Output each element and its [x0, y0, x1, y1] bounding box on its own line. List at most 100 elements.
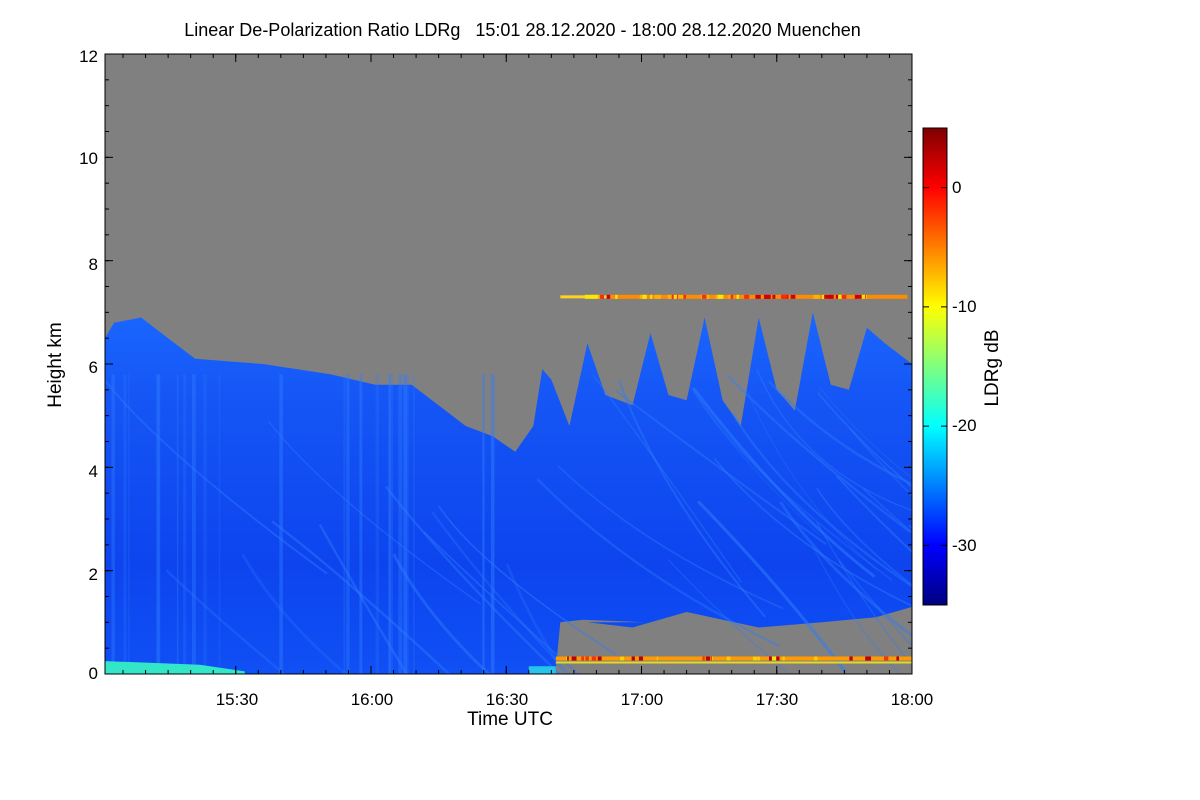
low-layer-speck — [705, 656, 711, 661]
fall-streak — [697, 500, 848, 674]
fall-streak — [431, 511, 571, 674]
profile-stripe — [403, 374, 407, 674]
profile-stripe — [482, 374, 485, 674]
high-ldr-speck — [606, 294, 611, 299]
low-layer-speck — [565, 656, 569, 661]
fall-streak — [818, 386, 912, 479]
profile-stripe — [176, 374, 179, 674]
y-tick-label: 0 — [88, 664, 98, 683]
fall-streak — [862, 488, 912, 534]
colorbar-label: LDRg dB — [982, 329, 1003, 407]
high-ldr-speck — [615, 294, 618, 299]
y-tick-label: 4 — [88, 462, 98, 481]
profile-stripe — [413, 374, 415, 674]
low-layer-speck — [710, 656, 713, 661]
profile-stripe — [123, 374, 127, 674]
low-layer-speck — [814, 656, 818, 661]
high-ldr-speck — [730, 294, 734, 299]
low-layer-speck — [757, 656, 760, 661]
high-ldr-speck — [836, 294, 845, 299]
low-layer-speck — [638, 656, 643, 661]
high-ldr-speck — [858, 294, 866, 299]
low-layer-speck — [639, 656, 641, 661]
fall-streak — [557, 465, 784, 610]
low-layer-speck — [896, 656, 899, 661]
high-ldr-speck — [827, 294, 834, 299]
high-ldr-speck — [591, 294, 598, 299]
fall-streak — [768, 380, 912, 486]
high-ldr-speck — [782, 294, 788, 299]
colorbar-tick-label: -30 — [952, 536, 977, 555]
high-ldr-speck — [650, 294, 653, 299]
low-layer-speck — [782, 656, 785, 661]
fall-streak — [618, 379, 767, 618]
fall-streak — [812, 546, 902, 674]
low-layer-speck — [769, 656, 773, 661]
high-ldr-speck — [854, 294, 862, 299]
colorbar-tick-label: 0 — [952, 178, 962, 197]
high-ldr-speck — [790, 294, 796, 299]
fall-streak — [592, 374, 743, 584]
profile-stripe — [375, 374, 379, 674]
x-tick-label: 15:30 — [215, 690, 259, 709]
high-ldr-speck — [702, 294, 707, 299]
x-tick-label: 16:00 — [350, 690, 394, 709]
x-axis-label: Time UTC — [467, 709, 553, 730]
y-tick-label: 6 — [88, 358, 98, 377]
fall-streak — [726, 374, 911, 533]
fall-streak — [688, 384, 821, 537]
fall-streak — [779, 501, 912, 638]
high-ldr-speck — [673, 294, 677, 299]
high-ldr-speck — [595, 294, 602, 299]
high-ldr-speck — [772, 294, 776, 299]
profile-stripe — [389, 374, 393, 674]
low-layer-speck — [726, 656, 731, 661]
y-tick-label: 10 — [79, 149, 98, 168]
low-layer-speck — [656, 656, 658, 661]
profile-stripe — [218, 374, 221, 674]
profile-stripe — [398, 374, 403, 674]
x-tick-label: 17:00 — [620, 690, 664, 709]
low-layer-speck — [776, 656, 780, 661]
near-surface-layer — [105, 661, 245, 674]
low-layer-speck — [631, 656, 635, 661]
high-ldr-speck — [841, 294, 847, 299]
colorbar-tick-label: -20 — [952, 416, 977, 435]
low-layer-speck — [585, 656, 589, 661]
fall-streak — [756, 369, 912, 512]
profile-stripe — [490, 374, 495, 674]
low-layer-speck — [708, 656, 713, 661]
colorbar — [922, 127, 948, 606]
low-layer-speck — [702, 656, 705, 661]
low-layer — [555, 656, 912, 661]
high-ldr-speck — [654, 294, 661, 299]
fall-streak — [318, 524, 408, 674]
low-layer-speck — [597, 656, 602, 661]
profile-stripe — [346, 374, 350, 674]
fall-streak — [536, 478, 781, 648]
fall-streak — [268, 420, 482, 605]
y-tick-label: 8 — [88, 255, 98, 274]
profile-stripe — [111, 374, 115, 674]
low-layer-speck — [752, 656, 758, 661]
low-layer-speck — [591, 656, 597, 661]
high-ldr-speck — [639, 294, 643, 299]
low-layer-speck — [867, 656, 871, 661]
profile-stripe — [192, 374, 196, 674]
fall-streak — [731, 412, 912, 588]
fall-streak — [713, 457, 912, 607]
fall-streak — [835, 475, 912, 554]
high-ldr-speck — [728, 294, 732, 299]
low-layer-speck — [620, 656, 624, 661]
fall-streak — [423, 531, 580, 674]
near-surface-layer — [528, 666, 556, 674]
fall-streak — [165, 569, 287, 674]
y-axis-label: Height km — [45, 322, 66, 408]
profile-stripe — [128, 374, 130, 674]
fall-streak — [241, 553, 349, 674]
high-ldr-speck — [755, 294, 761, 299]
fall-streak — [614, 389, 827, 545]
y-tick-label: 2 — [88, 565, 98, 584]
low-layer-speck — [773, 656, 776, 661]
